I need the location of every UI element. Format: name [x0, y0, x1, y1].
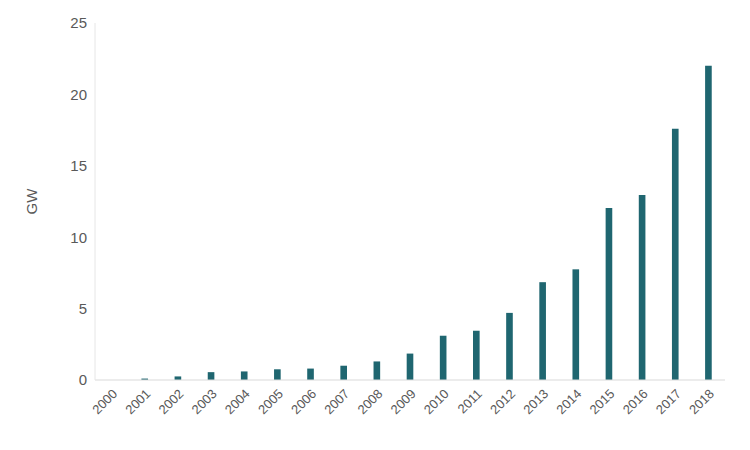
svg-text:2007: 2007 [321, 386, 352, 417]
svg-text:2015: 2015 [587, 386, 618, 417]
svg-text:5: 5 [79, 300, 87, 317]
svg-text:25: 25 [70, 14, 87, 31]
svg-text:GW: GW [23, 188, 40, 215]
svg-text:2011: 2011 [455, 386, 485, 416]
svg-text:2000: 2000 [89, 386, 120, 417]
svg-text:2008: 2008 [354, 386, 385, 417]
svg-text:2013: 2013 [520, 386, 551, 417]
svg-text:2009: 2009 [388, 386, 419, 417]
svg-text:10: 10 [70, 229, 87, 246]
svg-text:15: 15 [70, 157, 87, 174]
svg-text:2018: 2018 [686, 386, 717, 417]
svg-text:2016: 2016 [620, 386, 651, 417]
svg-text:2003: 2003 [189, 386, 220, 417]
svg-text:2004: 2004 [222, 386, 253, 417]
svg-text:2005: 2005 [255, 386, 286, 417]
svg-text:2002: 2002 [155, 386, 186, 417]
svg-text:2006: 2006 [288, 386, 319, 417]
svg-text:2010: 2010 [421, 386, 452, 417]
svg-text:0: 0 [79, 371, 87, 388]
svg-text:2012: 2012 [487, 386, 518, 417]
svg-text:2001: 2001 [122, 386, 153, 417]
svg-text:2017: 2017 [653, 386, 684, 417]
svg-text:20: 20 [70, 86, 87, 103]
svg-text:2014: 2014 [553, 386, 584, 417]
